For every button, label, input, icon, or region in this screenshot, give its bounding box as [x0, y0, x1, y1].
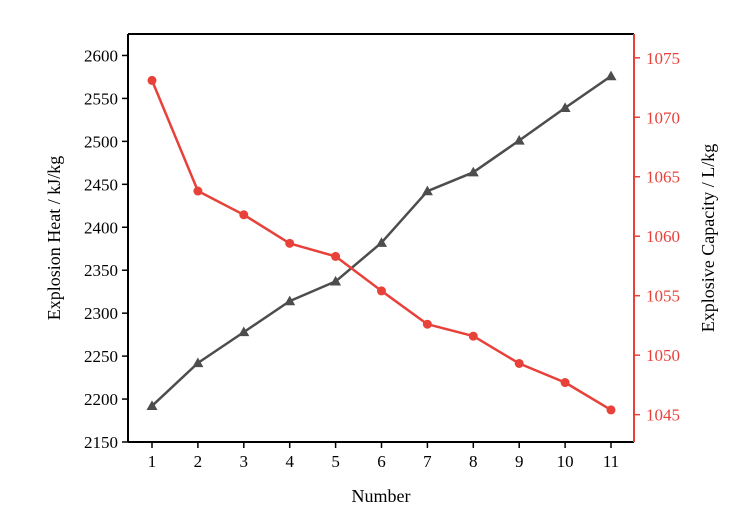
series-1-point: [376, 237, 387, 247]
left-y-tick-label: 2150: [84, 433, 118, 452]
x-tick-label: 3: [240, 452, 249, 471]
series-1-point: [467, 166, 479, 177]
left-y-tick-label: 2450: [84, 175, 118, 194]
series-2-point: [193, 186, 203, 196]
labels-group: 1 2 3 4 5 6 7 8 9 10 11 2150 2200 2250 2300 2350 2400 245…: [44, 46, 718, 506]
left-y-tick-label: 2300: [84, 304, 118, 323]
series-layer: [146, 70, 617, 415]
series-2-point: [377, 286, 386, 296]
series-2-point: [514, 358, 524, 368]
series-2-point: [560, 378, 570, 388]
series-2-point: [147, 75, 157, 85]
x-tick-label: 4: [285, 452, 294, 471]
series-2-point: [239, 210, 249, 220]
series-1-point: [192, 357, 204, 368]
series-1-point: [330, 275, 342, 286]
right-y-axis-title: Explosive Capacity / L/kg: [698, 144, 718, 332]
series-2-point: [468, 331, 478, 341]
left-y-tick-label: 2550: [84, 89, 118, 108]
left-y-tick-label: 2250: [84, 347, 118, 366]
x-tick-label: 5: [331, 452, 340, 471]
x-tick-label: 8: [469, 452, 478, 471]
x-axis-title: Number: [352, 486, 411, 506]
left-y-tick-label: 2350: [84, 261, 118, 280]
right-y-tick-label: 1075: [646, 49, 680, 68]
right-y-tick-label: 1050: [646, 346, 680, 365]
series-2-point: [606, 405, 616, 415]
series-1-point: [513, 135, 525, 145]
right-y-tick-label: 1055: [646, 287, 680, 306]
left-y-tick-label: 2500: [84, 132, 118, 151]
series-1-point: [559, 102, 571, 112]
left-y-tick-label: 2200: [84, 390, 118, 409]
series-2-point: [285, 238, 295, 248]
series-1-point: [605, 70, 617, 81]
x-tick-label: 11: [603, 452, 619, 471]
right-y-tick-label: 1045: [646, 406, 680, 425]
right-y-tick-label: 1070: [646, 108, 680, 127]
series-2-point: [422, 319, 432, 329]
series-1-point: [238, 326, 250, 337]
right-y-tick-label: 1060: [646, 227, 680, 246]
x-tick-label: 1: [148, 452, 157, 471]
left-y-tick-label: 2600: [84, 46, 118, 65]
x-tick-label: 9: [515, 452, 524, 471]
series-2-point: [331, 251, 341, 261]
left-y-tick-label: 2400: [84, 218, 118, 237]
x-tick-label: 7: [423, 452, 432, 471]
axes-group: [122, 33, 640, 448]
series-1-point: [284, 295, 296, 306]
left-y-axis-title: Explosion Heat / kJ/kg: [44, 156, 64, 321]
right-y-tick-label: 1065: [646, 168, 680, 187]
x-tick-label: 6: [377, 452, 386, 471]
x-tick-label: 2: [194, 452, 203, 471]
series-1-point: [421, 185, 433, 196]
x-tick-label: 10: [557, 452, 574, 471]
series-1-point: [146, 400, 158, 411]
